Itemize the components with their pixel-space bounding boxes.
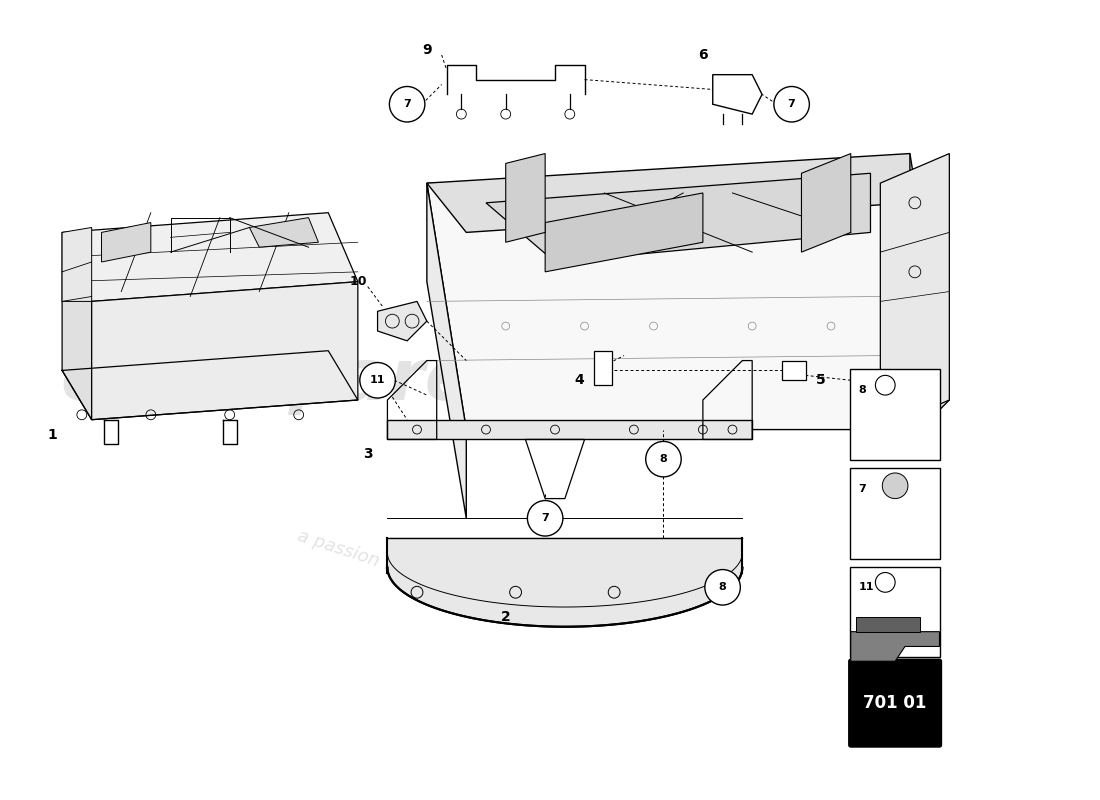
Text: 4: 4	[575, 374, 584, 387]
Polygon shape	[62, 227, 91, 302]
FancyBboxPatch shape	[850, 370, 940, 460]
FancyBboxPatch shape	[849, 659, 942, 747]
Polygon shape	[427, 183, 920, 430]
Polygon shape	[387, 420, 752, 439]
Text: 7: 7	[859, 484, 867, 494]
Text: 8: 8	[859, 386, 867, 395]
Text: 6: 6	[698, 48, 707, 62]
Polygon shape	[427, 183, 466, 518]
Circle shape	[389, 86, 425, 122]
Polygon shape	[802, 154, 850, 252]
Text: 1: 1	[47, 427, 57, 442]
Polygon shape	[377, 302, 427, 341]
Text: eurospares: eurospares	[60, 346, 517, 414]
Polygon shape	[250, 218, 318, 247]
Text: 9: 9	[422, 43, 431, 57]
Text: 8: 8	[718, 582, 726, 592]
Text: 8: 8	[660, 454, 668, 464]
Polygon shape	[546, 193, 703, 272]
FancyBboxPatch shape	[782, 361, 806, 380]
Text: 10: 10	[349, 275, 366, 288]
Polygon shape	[880, 154, 949, 430]
Circle shape	[527, 501, 563, 536]
Text: 11: 11	[859, 582, 874, 592]
Circle shape	[360, 362, 395, 398]
Text: 701 01: 701 01	[864, 694, 927, 712]
Text: 7: 7	[788, 99, 795, 110]
FancyBboxPatch shape	[594, 350, 613, 386]
Polygon shape	[91, 282, 358, 420]
Text: a passion for parts since 1985: a passion for parts since 1985	[295, 527, 559, 628]
Polygon shape	[880, 154, 949, 430]
Text: 11: 11	[370, 375, 385, 386]
Circle shape	[646, 442, 681, 477]
Circle shape	[705, 570, 740, 605]
Polygon shape	[387, 538, 742, 626]
Polygon shape	[427, 154, 910, 233]
FancyBboxPatch shape	[850, 566, 940, 658]
Text: 2: 2	[500, 610, 510, 624]
Polygon shape	[62, 233, 91, 420]
Text: 7: 7	[404, 99, 411, 110]
Polygon shape	[506, 154, 546, 242]
Polygon shape	[486, 174, 870, 262]
Polygon shape	[62, 213, 358, 302]
Text: 3: 3	[363, 447, 373, 462]
Circle shape	[882, 473, 908, 498]
Text: 7: 7	[541, 514, 549, 523]
Polygon shape	[856, 617, 920, 632]
Circle shape	[774, 86, 810, 122]
Text: 5: 5	[816, 374, 826, 387]
Polygon shape	[850, 632, 939, 662]
FancyBboxPatch shape	[850, 468, 940, 558]
Polygon shape	[101, 222, 151, 262]
